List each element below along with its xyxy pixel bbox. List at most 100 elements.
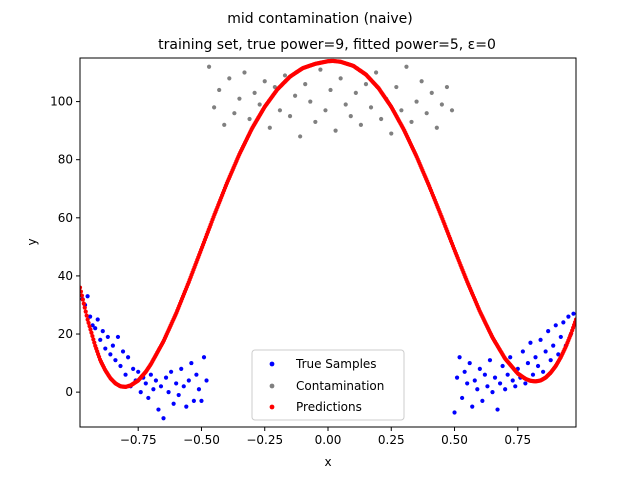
true-sample-point — [467, 360, 472, 366]
contamination-point — [444, 84, 450, 90]
true-sample-point — [151, 387, 156, 392]
true-sample-point — [93, 326, 98, 331]
x-tick-label: −0.50 — [183, 433, 220, 447]
true-sample-point — [533, 355, 538, 360]
true-sample-point — [485, 384, 490, 389]
contamination-point — [277, 108, 283, 113]
true-sample-point — [558, 334, 563, 340]
prediction-point — [83, 309, 88, 314]
chart-title: mid contamination (naive) — [227, 11, 412, 27]
true-sample-point — [500, 363, 505, 369]
true-sample-point — [138, 390, 143, 395]
true-sample-point — [525, 360, 531, 366]
prediction-point — [80, 285, 83, 290]
contamination-point — [237, 96, 242, 101]
contamination-point — [394, 84, 399, 90]
true-sample-point — [123, 372, 128, 377]
prediction-point — [88, 327, 93, 332]
x-tick-label: 0.00 — [315, 433, 342, 447]
true-sample-point — [88, 314, 93, 319]
true-sample-point — [551, 343, 556, 348]
true-sample-point — [105, 334, 110, 340]
contamination-point — [439, 102, 444, 107]
contamination-point — [353, 90, 358, 95]
contamination-point — [379, 116, 384, 122]
contamination-point — [399, 108, 404, 113]
true-sample-point — [520, 349, 525, 354]
true-sample-point — [548, 358, 553, 363]
contamination-point — [313, 119, 318, 125]
contamination-point — [308, 99, 313, 104]
contamination-point — [338, 76, 343, 81]
prediction-point — [84, 313, 89, 318]
true-sample-point — [571, 311, 576, 316]
true-sample-point — [115, 334, 121, 340]
true-sample-point — [100, 329, 105, 334]
true-sample-point — [136, 369, 141, 374]
true-sample-point — [174, 381, 179, 386]
true-sample-point — [118, 363, 123, 369]
true-sample-point — [460, 395, 465, 401]
contamination-point — [409, 119, 414, 125]
true-sample-point — [561, 320, 566, 325]
true-sample-point — [143, 381, 148, 386]
true-sample-point — [462, 369, 467, 374]
chart-legend: True Samples Contamination Predictions — [251, 349, 405, 421]
true-sample-point — [543, 349, 548, 354]
x-tick-label: −0.75 — [120, 433, 157, 447]
legend-box — [251, 349, 405, 421]
true-sample-point — [530, 372, 536, 377]
legend-label-contamination: Contamination — [296, 379, 384, 393]
y-axis-label: y — [25, 238, 39, 245]
x-tick-label: −0.25 — [246, 433, 283, 447]
true-sample-point — [186, 378, 191, 383]
contamination-point — [373, 70, 379, 75]
true-sample-point — [148, 372, 153, 377]
contamination-point — [333, 128, 338, 133]
true-sample-point — [95, 317, 100, 322]
true-sample-point — [492, 375, 498, 380]
x-tick-label: 0.50 — [441, 433, 468, 447]
true-sample-point — [110, 343, 115, 348]
true-sample-point — [472, 378, 477, 383]
prediction-point — [90, 333, 95, 339]
contamination-point — [222, 122, 227, 127]
true-sample-point — [194, 372, 199, 377]
true-sample-point — [156, 407, 161, 412]
prediction-point — [86, 320, 91, 326]
prediction-point — [81, 301, 86, 306]
y-axis-ticks: 0 20 40 60 80 100 — [50, 95, 80, 399]
contamination-point — [449, 108, 455, 113]
y-tick-label: 60 — [58, 211, 73, 225]
contamination-point — [363, 82, 369, 87]
true-sample-point — [454, 375, 460, 380]
true-sample-point — [475, 387, 480, 392]
true-sample-point — [465, 381, 470, 386]
true-sample-point — [470, 404, 475, 409]
contamination-point — [252, 90, 257, 95]
contamination-point — [323, 108, 328, 113]
legend-label-predictions: Predictions — [296, 400, 362, 414]
true-sample-point — [120, 349, 126, 354]
contamination-point — [242, 70, 247, 75]
legend-marker-predictions — [269, 404, 275, 410]
true-sample-point — [189, 360, 194, 366]
true-sample-point — [85, 294, 90, 299]
true-sample-point — [538, 337, 543, 342]
true-sample-point — [98, 337, 103, 342]
prediction-point — [80, 293, 85, 298]
contamination-point — [358, 122, 363, 127]
true-sample-point — [158, 384, 164, 389]
contamination-point — [303, 82, 308, 87]
true-sample-point — [490, 390, 495, 395]
prediction-point — [85, 317, 90, 322]
true-sample-point — [191, 398, 196, 403]
contamination-point — [267, 125, 272, 130]
legend-marker-true-samples — [269, 361, 275, 367]
true-sample-point — [452, 410, 457, 415]
contamination-point — [424, 111, 429, 116]
true-sample-point — [546, 329, 551, 334]
x-axis-ticks: −0.75 −0.50 −0.25 0.00 0.25 0.50 0.75 — [120, 427, 531, 447]
true-sample-point — [199, 398, 204, 403]
